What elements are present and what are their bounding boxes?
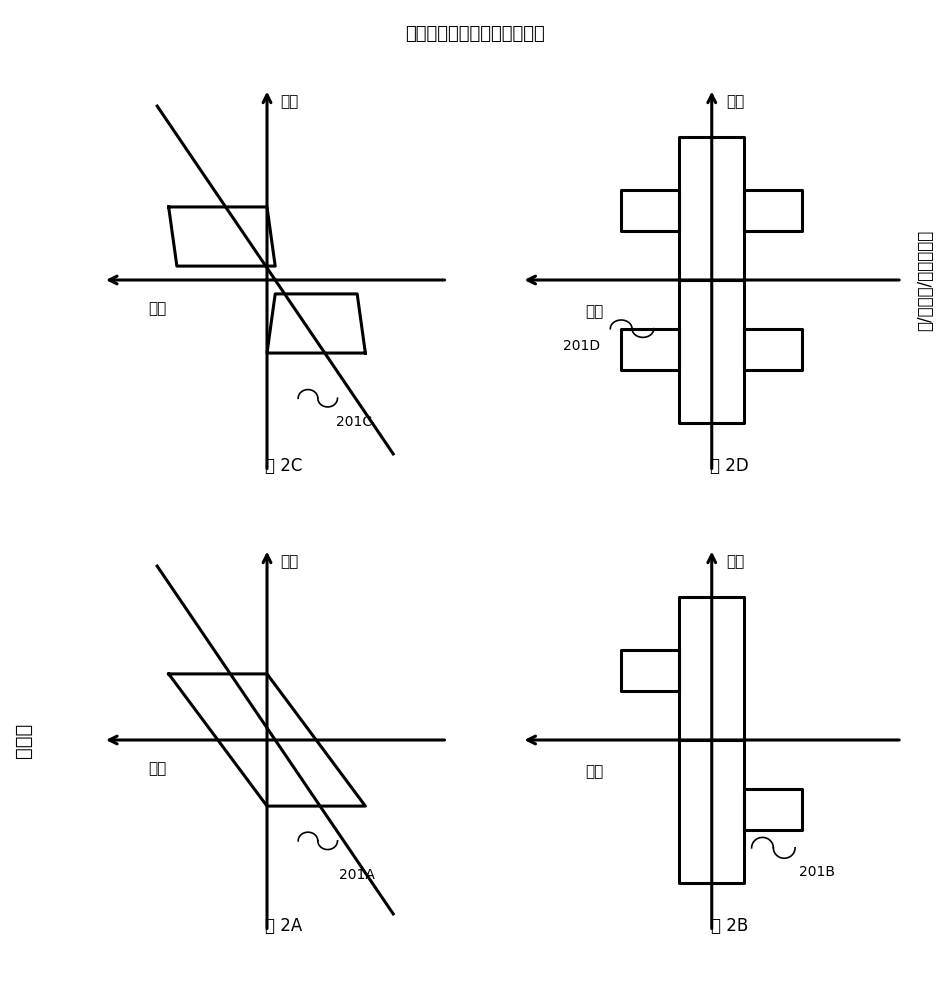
Text: 电荷: 电荷 bbox=[148, 761, 166, 776]
Text: 201D: 201D bbox=[563, 339, 601, 353]
Text: 铁电体: 铁电体 bbox=[14, 722, 33, 758]
Text: 201A: 201A bbox=[339, 868, 375, 882]
Text: 图 2B: 图 2B bbox=[711, 917, 749, 935]
Text: 电压: 电压 bbox=[280, 94, 298, 109]
Text: 电荷: 电荷 bbox=[585, 764, 604, 779]
Text: 反/场诱导/弱吼铁电体: 反/场诱导/弱吼铁电体 bbox=[917, 229, 934, 331]
Text: 电压: 电压 bbox=[726, 94, 745, 109]
Text: 图 2C: 图 2C bbox=[265, 457, 302, 475]
Text: 201C: 201C bbox=[336, 415, 372, 429]
Text: 图 2D: 图 2D bbox=[711, 457, 750, 475]
Text: 201B: 201B bbox=[799, 865, 835, 879]
Text: 图 2A: 图 2A bbox=[265, 917, 302, 935]
Text: 电压: 电压 bbox=[280, 554, 298, 569]
Text: 电荷: 电荷 bbox=[585, 304, 604, 319]
Text: 电荷: 电荷 bbox=[148, 301, 166, 316]
Text: 取决于施加的电场的材料行为: 取决于施加的电场的材料行为 bbox=[404, 25, 545, 43]
Text: 电压: 电压 bbox=[726, 554, 745, 569]
